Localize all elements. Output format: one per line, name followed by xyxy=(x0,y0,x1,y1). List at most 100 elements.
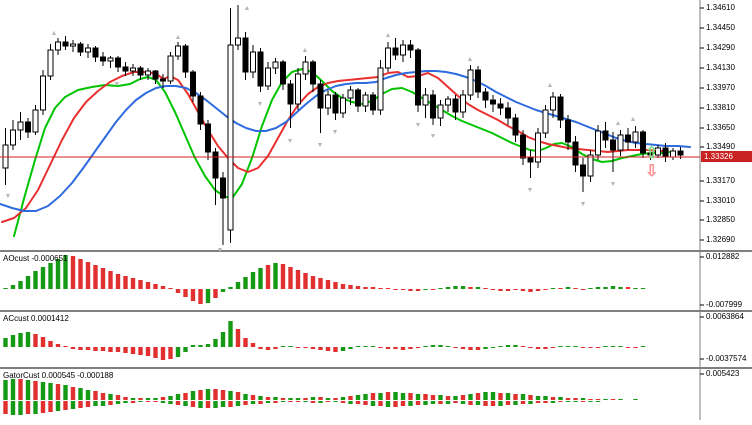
candle-body xyxy=(422,94,429,106)
window-separator[interactable] xyxy=(0,367,752,369)
histogram-bar xyxy=(423,346,428,347)
indicator-window-0[interactable] xyxy=(3,255,646,304)
price-axis-label: 1.32850 xyxy=(706,215,735,224)
histogram-bar xyxy=(40,337,46,347)
candle-body xyxy=(520,134,526,159)
gator-bar-top xyxy=(513,394,518,400)
gator-bar-bottom xyxy=(535,401,541,403)
gator-bar-bottom xyxy=(400,401,406,406)
gator-bar-bottom xyxy=(40,401,46,413)
gator-bar-bottom xyxy=(370,401,376,406)
histogram-bar xyxy=(85,262,91,289)
candle-body xyxy=(55,41,61,51)
candle-body xyxy=(460,94,466,113)
candle-body xyxy=(602,130,609,141)
price-axis-label: 1.34610 xyxy=(706,3,735,12)
fractal-arrows: ▲ ▲ ▲ ▲ ▲ ▲ ▲ ▲ ▲ ▼ ▼ ▼ ▼ ▼ ▼ ▼ ▼ ▼ ▼ ▼ ▼ xyxy=(5,5,637,254)
histogram-bar xyxy=(70,347,76,349)
histogram-bar xyxy=(415,289,421,291)
candle-body xyxy=(212,151,219,179)
histogram-bar xyxy=(85,347,91,350)
candle-body xyxy=(182,45,189,73)
fractal-up-icon: ▲ xyxy=(630,116,637,123)
gator-bar-bottom xyxy=(228,401,233,407)
histogram-bar xyxy=(235,282,241,289)
gator-bar-bottom xyxy=(213,401,218,408)
candle-body xyxy=(632,131,639,143)
histogram-bar xyxy=(93,265,98,289)
candle-body xyxy=(265,67,271,87)
histogram-bar xyxy=(505,345,511,347)
candle-body xyxy=(310,61,316,85)
gator-bar-bottom xyxy=(580,401,586,402)
gator-bar-top xyxy=(265,397,271,400)
histogram-bar xyxy=(520,346,526,347)
gator-bar-top xyxy=(633,399,638,400)
candle-body xyxy=(227,44,234,231)
gator-bar-top xyxy=(475,393,481,400)
candle-body xyxy=(295,73,301,105)
histogram-bar xyxy=(48,341,53,347)
histogram-bar xyxy=(213,289,218,298)
candle-body xyxy=(197,95,204,125)
histogram-bar xyxy=(130,347,136,354)
fractal-up-icon: ▲ xyxy=(51,30,58,37)
histogram-bar xyxy=(265,347,271,350)
candle-body xyxy=(17,121,24,131)
indicator-scale-label: -0.007999 xyxy=(706,300,743,309)
gator-bar-bottom xyxy=(100,401,106,406)
fractal-down-icon: ▼ xyxy=(287,138,294,145)
histogram-bar xyxy=(550,347,556,348)
histogram-bar xyxy=(535,347,541,349)
candle-body xyxy=(317,83,324,109)
candle-body xyxy=(557,96,564,121)
histogram-bar xyxy=(325,280,331,289)
histogram-bar xyxy=(528,347,533,348)
gator-bar-bottom xyxy=(565,401,571,402)
histogram-bar xyxy=(363,346,368,347)
fractal-down-icon: ▼ xyxy=(527,187,534,194)
gator-bar-top xyxy=(55,384,61,400)
gator-bar-top xyxy=(400,393,406,400)
gator-bar-top xyxy=(490,392,496,400)
gator-bar-top xyxy=(550,397,556,400)
price-axis-label: 1.33010 xyxy=(706,196,735,205)
candle-body xyxy=(392,47,399,56)
gator-bar-bottom xyxy=(528,401,533,404)
gator-bar-bottom xyxy=(55,401,61,411)
gator-bar-top xyxy=(243,394,248,400)
gator-bar-top xyxy=(10,379,16,400)
candle-body xyxy=(610,139,616,151)
histogram-bar xyxy=(115,274,121,289)
histogram-bar xyxy=(190,345,196,347)
histogram-bar xyxy=(318,347,323,350)
histogram-bar xyxy=(535,289,541,291)
histogram-bar xyxy=(595,347,601,348)
histogram-bar xyxy=(123,276,128,289)
histogram-bar xyxy=(138,280,143,289)
window-separator[interactable] xyxy=(0,250,752,252)
gator-bar-bottom xyxy=(595,401,601,402)
gator-bar-bottom xyxy=(220,401,226,407)
indicator-window-2[interactable] xyxy=(3,379,638,415)
gator-bar-top xyxy=(198,390,203,400)
histogram-bar xyxy=(588,288,593,289)
gator-bar-top xyxy=(40,382,46,400)
histogram-bar xyxy=(168,347,173,359)
candle-body xyxy=(160,78,166,82)
histogram-bar xyxy=(355,286,361,289)
gator-bar-top xyxy=(190,391,196,400)
indicator-window-1[interactable] xyxy=(3,321,646,360)
signal-up-arrow-icon: ⇧ xyxy=(645,145,658,162)
gator-bar-top xyxy=(603,399,608,400)
gator-bar-bottom xyxy=(483,401,488,406)
histogram-bar xyxy=(625,287,631,289)
histogram-bar xyxy=(460,347,466,349)
histogram-bar xyxy=(378,347,383,348)
histogram-bar xyxy=(10,285,16,289)
histogram-bar xyxy=(100,347,106,351)
window-separator[interactable] xyxy=(0,310,752,312)
fractal-down-icon: ▼ xyxy=(415,122,422,129)
